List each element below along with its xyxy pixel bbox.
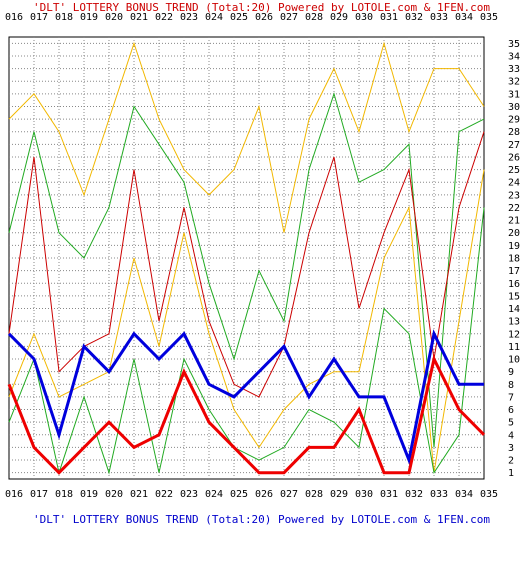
x-tick-label-top: 033	[430, 12, 448, 23]
x-tick-label-top: 018	[55, 12, 73, 23]
x-tick-label-bottom: 019	[80, 489, 98, 500]
series-line	[7, 329, 484, 466]
x-tick-label-top: 025	[230, 12, 248, 23]
y-tick-label: 34	[508, 51, 520, 62]
y-tick-label: 5	[508, 418, 514, 429]
x-tick-label-bottom: 017	[30, 489, 48, 500]
x-tick-label-bottom: 035	[480, 489, 498, 500]
chart-footer-caption: 'DLT' LOTTERY BONUS TREND (Total:20) Pow…	[33, 513, 490, 526]
y-tick-label: 31	[508, 89, 520, 100]
y-tick-label: 1	[508, 468, 514, 479]
y-tick-label: 30	[508, 102, 520, 113]
x-tick-label-bottom: 029	[330, 489, 348, 500]
x-tick-label-bottom: 030	[355, 489, 373, 500]
x-tick-label-top: 020	[105, 12, 123, 23]
y-tick-label: 17	[508, 266, 520, 277]
y-tick-label: 18	[508, 254, 520, 265]
series-line	[8, 207, 485, 475]
y-tick-label: 14	[508, 304, 520, 315]
y-tick-label: 9	[508, 367, 514, 378]
series-line	[8, 169, 485, 473]
y-tick-label: 27	[508, 140, 520, 151]
x-tick-label-bottom: 031	[380, 489, 398, 500]
x-tick-label-top: 023	[180, 12, 198, 23]
x-tick-label-top: 021	[130, 12, 148, 23]
y-tick-label: 33	[508, 64, 520, 75]
y-tick-label: 12	[508, 329, 520, 340]
y-tick-label: 21	[508, 216, 520, 227]
x-tick-label-top: 027	[280, 12, 298, 23]
y-tick-label: 29	[508, 115, 520, 126]
x-tick-label-bottom: 016	[5, 489, 23, 500]
x-tick-label-top: 016	[5, 12, 23, 23]
y-tick-label: 3	[508, 443, 514, 454]
y-tick-label: 22	[508, 203, 520, 214]
x-tick-label-top: 032	[405, 12, 423, 23]
chart-title: 'DLT' LOTTERY BONUS TREND (Total:20) Pow…	[33, 1, 490, 14]
x-tick-label-top: 017	[30, 12, 48, 23]
x-tick-label-bottom: 020	[105, 489, 123, 500]
y-tick-label: 20	[508, 228, 520, 239]
x-tick-label-bottom: 033	[430, 489, 448, 500]
x-tick-label-top: 026	[255, 12, 273, 23]
y-tick-label: 25	[508, 165, 520, 176]
series-line	[8, 92, 485, 448]
y-tick-label: 35	[508, 39, 520, 50]
x-tick-label-bottom: 023	[180, 489, 198, 500]
y-tick-label: 2	[508, 456, 514, 467]
x-tick-label-bottom: 021	[130, 489, 148, 500]
y-tick-label: 11	[508, 342, 520, 353]
y-tick-label: 10	[508, 355, 520, 366]
x-tick-label-bottom: 022	[155, 489, 173, 500]
x-tick-label-bottom: 026	[255, 489, 273, 500]
y-tick-label: 4	[508, 430, 514, 441]
x-tick-label-top: 029	[330, 12, 348, 23]
x-tick-label-top: 024	[205, 12, 223, 23]
x-tick-label-top: 022	[155, 12, 173, 23]
y-tick-label: 28	[508, 127, 520, 138]
y-tick-label: 19	[508, 241, 520, 252]
x-tick-label-top: 028	[305, 12, 323, 23]
x-tick-label-bottom: 018	[55, 489, 73, 500]
y-tick-label: 16	[508, 279, 520, 290]
y-tick-label: 13	[508, 317, 520, 328]
x-tick-label-top: 035	[480, 12, 498, 23]
x-tick-label-bottom: 024	[205, 489, 223, 500]
series-line	[7, 354, 486, 475]
x-tick-label-top: 030	[355, 12, 373, 23]
series-line	[8, 131, 485, 398]
y-tick-label: 23	[508, 190, 520, 201]
y-tick-label: 24	[508, 178, 520, 189]
x-tick-label-bottom: 025	[230, 489, 248, 500]
x-tick-label-top: 034	[455, 12, 473, 23]
series-line	[8, 41, 485, 233]
x-tick-label-bottom: 027	[280, 489, 298, 500]
x-tick-label-top: 031	[380, 12, 398, 23]
y-tick-label: 26	[508, 152, 520, 163]
x-tick-label-bottom: 034	[455, 489, 473, 500]
x-tick-label-bottom: 028	[305, 489, 323, 500]
x-tick-label-top: 019	[80, 12, 98, 23]
y-tick-label: 7	[508, 392, 514, 403]
x-tick-label-bottom: 032	[405, 489, 423, 500]
y-tick-label: 32	[508, 77, 520, 88]
y-tick-label: 8	[508, 380, 514, 391]
y-tick-label: 6	[508, 405, 514, 416]
y-tick-label: 15	[508, 291, 520, 302]
